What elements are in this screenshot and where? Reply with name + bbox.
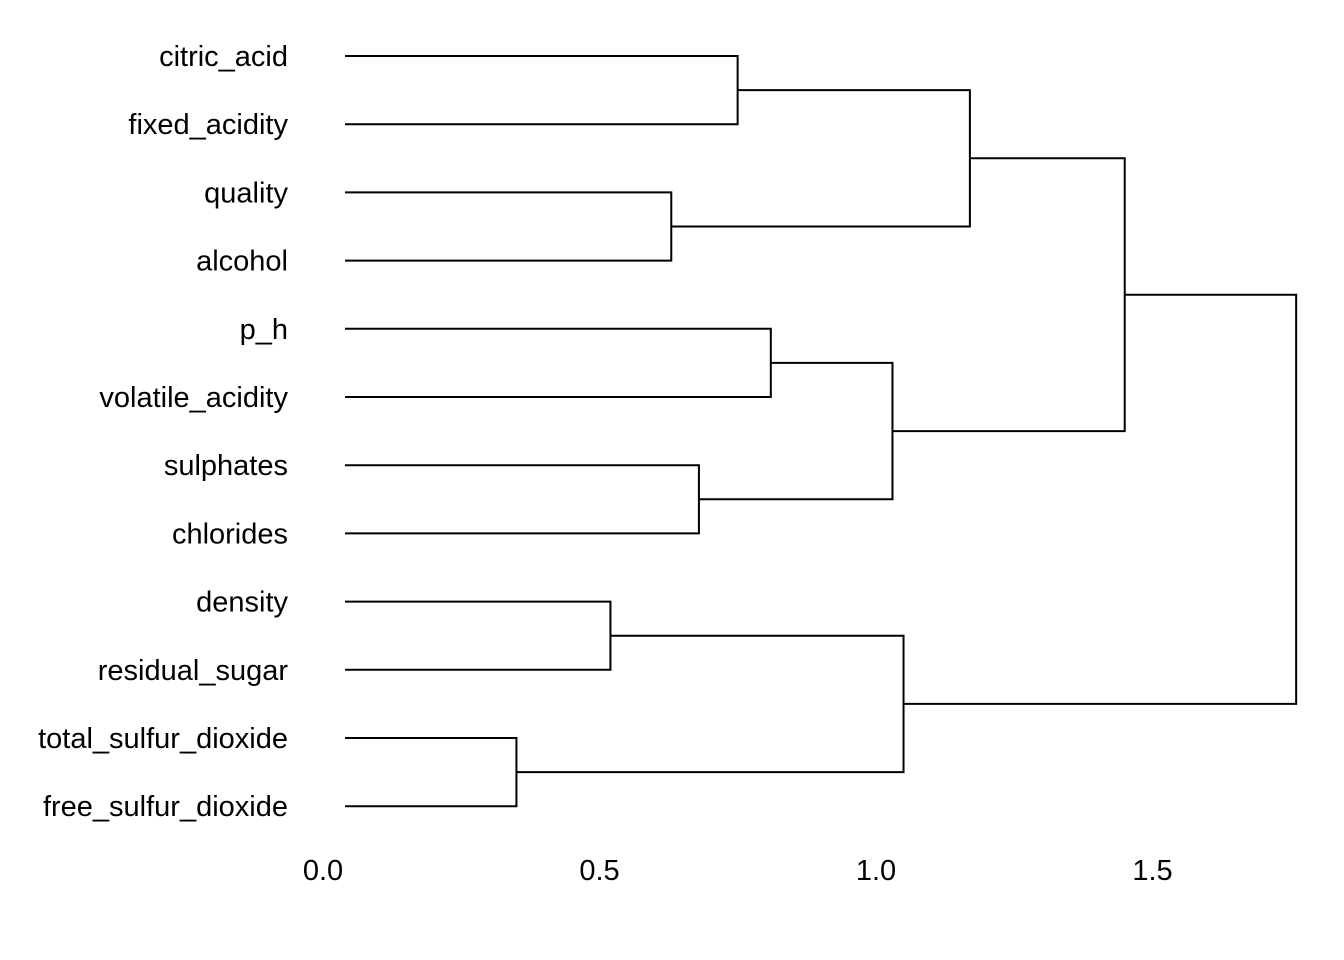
leaf-label-density: density xyxy=(196,587,288,619)
leaf-label-fixed-acidity: fixed_acidity xyxy=(128,109,288,141)
leaf-label-total-sulfur-dioxide: total_sulfur_dioxide xyxy=(38,723,288,755)
x-tick-label: 0.0 xyxy=(303,855,343,887)
leaf-label-citric-acid: citric_acid xyxy=(159,41,288,73)
branch-m6 xyxy=(698,361,894,501)
branch-m3 xyxy=(671,89,971,228)
leaf-label-chlorides: chlorides xyxy=(172,518,288,550)
leaf-label-quality: quality xyxy=(204,177,288,209)
branch-m7 xyxy=(892,157,1126,433)
leaf-label-residual-sugar: residual_sugar xyxy=(98,655,289,687)
leaf-label-sulphates: sulphates xyxy=(164,450,288,482)
x-tick-label: 1.5 xyxy=(1132,855,1172,887)
leaf-label-alcohol: alcohol xyxy=(196,246,288,278)
branch-lines xyxy=(345,55,1298,808)
branch-m9 xyxy=(345,737,518,808)
branch-m8 xyxy=(345,600,612,671)
leaf-label-volatile-acidity: volatile_acidity xyxy=(99,382,288,414)
branch-m10 xyxy=(516,634,905,774)
x-tick-label: 0.5 xyxy=(579,855,619,887)
x-axis-ticks: 0.0 0.5 1.0 1.5 xyxy=(303,855,1173,887)
branch-m11 xyxy=(903,293,1298,705)
branch-m4 xyxy=(345,327,772,398)
branch-m2 xyxy=(345,191,673,262)
leaf-label-free-sulfur-dioxide: free_sulfur_dioxide xyxy=(43,791,288,823)
branch-m1 xyxy=(345,55,739,126)
branch-m5 xyxy=(345,464,700,535)
x-tick-label: 1.0 xyxy=(856,855,896,887)
leaf-label-p-h: p_h xyxy=(240,314,288,346)
